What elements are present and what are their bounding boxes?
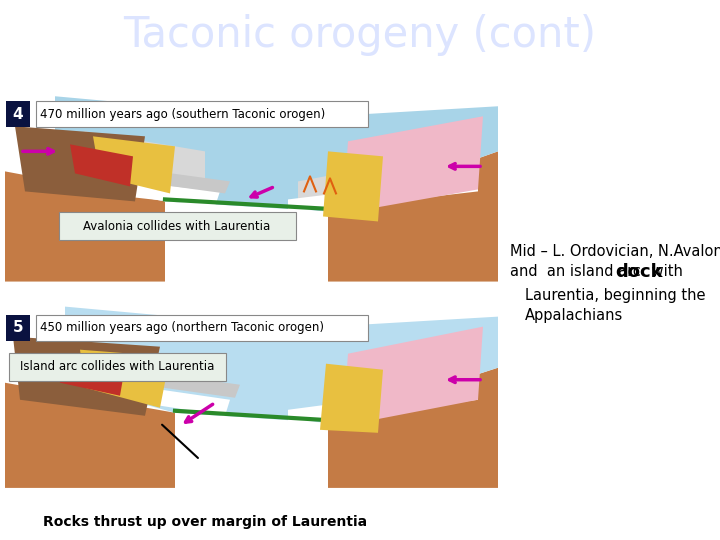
FancyBboxPatch shape: [36, 315, 368, 341]
Polygon shape: [55, 96, 498, 212]
Bar: [5, 86, 498, 281]
FancyBboxPatch shape: [6, 102, 30, 127]
Text: 5: 5: [13, 320, 23, 335]
Polygon shape: [323, 151, 383, 221]
Polygon shape: [93, 136, 175, 193]
Bar: [5, 302, 498, 488]
Text: Mid – L. Ordovician, N.Avalonia: Mid – L. Ordovician, N.Avalonia: [510, 244, 720, 259]
Text: Appalachians: Appalachians: [525, 308, 624, 323]
Polygon shape: [288, 177, 478, 213]
Polygon shape: [25, 153, 230, 193]
Text: with: with: [647, 264, 683, 279]
FancyBboxPatch shape: [36, 102, 368, 127]
FancyBboxPatch shape: [6, 315, 30, 341]
Polygon shape: [343, 327, 483, 426]
Polygon shape: [80, 350, 170, 408]
Polygon shape: [288, 384, 478, 425]
Polygon shape: [328, 368, 498, 488]
FancyBboxPatch shape: [9, 353, 226, 381]
Polygon shape: [70, 144, 133, 186]
Polygon shape: [5, 171, 165, 281]
Text: dock: dock: [615, 262, 662, 281]
Polygon shape: [35, 171, 220, 206]
Text: Laurentia, beginning the: Laurentia, beginning the: [525, 288, 706, 303]
Text: Taconic orogeny (cont): Taconic orogeny (cont): [124, 14, 596, 56]
Polygon shape: [55, 131, 205, 201]
Polygon shape: [45, 373, 230, 416]
FancyBboxPatch shape: [59, 212, 296, 240]
Polygon shape: [343, 116, 483, 213]
Text: Rocks thrust up over margin of Laurentia: Rocks thrust up over margin of Laurentia: [43, 515, 367, 529]
Text: and  an island arc: and an island arc: [510, 264, 646, 279]
Polygon shape: [15, 126, 145, 201]
Polygon shape: [55, 360, 125, 396]
Text: 470 million years ago (southern Taconic orogen): 470 million years ago (southern Taconic …: [40, 108, 325, 121]
Text: Avalonia collides with Laurentia: Avalonia collides with Laurentia: [84, 220, 271, 233]
Polygon shape: [13, 336, 160, 416]
Polygon shape: [35, 356, 240, 398]
Polygon shape: [328, 151, 498, 281]
Text: 4: 4: [13, 107, 23, 122]
Text: Island arc collides with Laurentia: Island arc collides with Laurentia: [20, 360, 214, 373]
Polygon shape: [5, 383, 175, 488]
Polygon shape: [65, 307, 498, 423]
Polygon shape: [320, 364, 383, 433]
Text: 450 million years ago (northern Taconic orogen): 450 million years ago (northern Taconic …: [40, 321, 324, 334]
Polygon shape: [298, 151, 458, 212]
